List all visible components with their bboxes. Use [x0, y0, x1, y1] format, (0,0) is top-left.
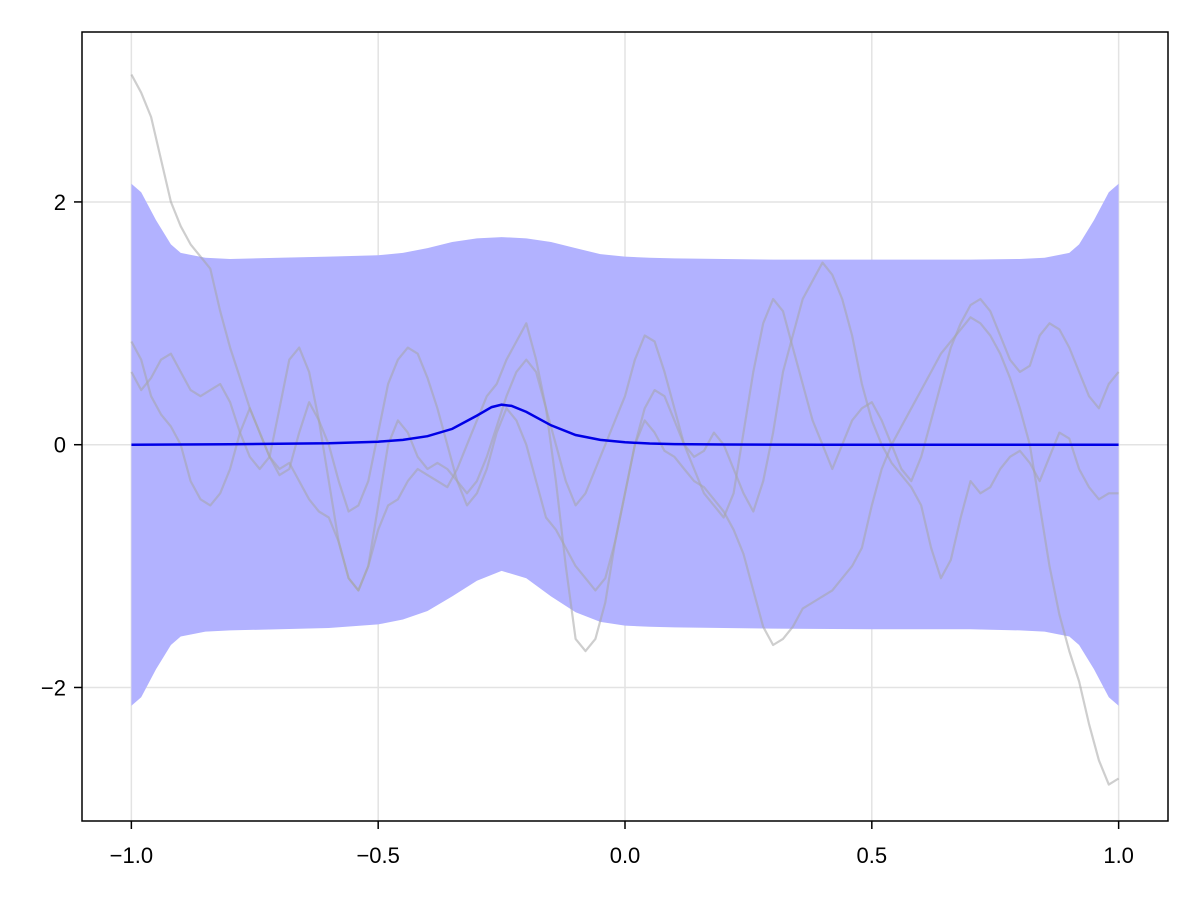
x-tick-label: 0.0 — [610, 843, 641, 868]
y-tick-label: 0 — [54, 433, 66, 458]
x-tick-label: 0.5 — [857, 843, 888, 868]
y-tick-label: 2 — [54, 190, 66, 215]
x-tick-label: −1.0 — [110, 843, 153, 868]
x-tick-label: 1.0 — [1103, 843, 1134, 868]
confidence-band-layer — [131, 183, 1119, 706]
confidence-band — [131, 183, 1119, 706]
sample-path-3 — [130, 261, 1119, 592]
x-tick-label: −0.5 — [356, 843, 399, 868]
x-axis: −1.0 −0.5 0.0 0.5 1.0 — [110, 821, 1134, 868]
y-axis: −2 0 2 — [41, 190, 82, 700]
mean-line-layer — [131, 403, 1119, 446]
mean-line — [131, 403, 1119, 446]
y-tick-label: −2 — [41, 675, 66, 700]
